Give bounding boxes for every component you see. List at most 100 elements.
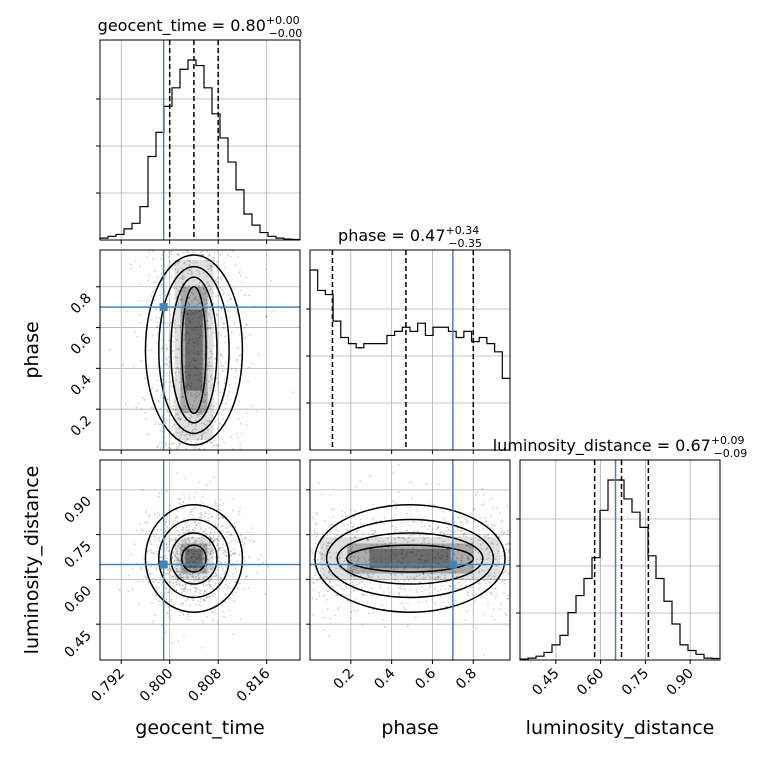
sample-point <box>391 546 394 548</box>
sample-point <box>156 307 158 310</box>
sample-point <box>381 540 384 543</box>
sample-point <box>218 516 220 519</box>
sample-point <box>189 419 192 422</box>
sample-point <box>212 595 215 598</box>
sample-point <box>237 541 240 543</box>
sample-point <box>318 552 321 555</box>
sample-point <box>172 560 175 563</box>
sample-point <box>220 525 223 527</box>
sample-point <box>178 442 181 445</box>
sample-point <box>260 553 263 556</box>
sample-point <box>179 559 182 562</box>
sample-point <box>194 447 197 450</box>
sample-point <box>456 542 459 545</box>
sample-point <box>478 588 480 590</box>
sample-point <box>219 577 222 580</box>
sample-point <box>201 284 204 287</box>
sample-point <box>211 446 214 448</box>
sample-point <box>168 609 171 611</box>
sample-point <box>264 593 266 596</box>
sample-point <box>185 531 188 534</box>
sample-point <box>208 527 211 529</box>
sample-point <box>221 307 224 310</box>
sample-point <box>180 388 183 391</box>
sample-point <box>236 359 239 362</box>
sample-point <box>214 575 217 578</box>
sample-point <box>338 560 341 563</box>
sample-point <box>208 534 210 536</box>
sample-point <box>176 447 179 450</box>
sample-point <box>177 301 180 304</box>
sample-point <box>238 510 240 513</box>
sample-point <box>224 565 227 568</box>
sample-point <box>190 382 193 384</box>
sample-point <box>164 554 167 557</box>
sample-point <box>216 382 219 385</box>
y-tick-label: 0.8 <box>68 290 95 317</box>
sample-point <box>344 567 346 570</box>
sample-point <box>392 552 395 555</box>
sample-point <box>187 250 189 253</box>
sample-point <box>338 554 340 557</box>
sample-point <box>456 529 459 532</box>
sample-point <box>191 328 194 331</box>
sample-point <box>370 544 373 546</box>
sample-point <box>174 264 176 266</box>
sample-point <box>193 359 196 361</box>
sample-point <box>143 575 146 577</box>
sample-point <box>179 498 182 501</box>
sample-point <box>232 498 235 500</box>
sample-point <box>204 515 206 517</box>
sample-point <box>183 493 185 496</box>
panel-frame <box>99 39 301 241</box>
sample-point <box>171 556 174 559</box>
sample-point <box>472 576 475 579</box>
sample-point <box>329 617 331 620</box>
sample-point <box>361 594 364 596</box>
sample-point <box>407 602 409 605</box>
sample-point <box>180 577 183 579</box>
sample-point <box>181 588 184 591</box>
sample-point <box>202 286 205 289</box>
sample-point <box>185 548 188 551</box>
truth-marker <box>448 560 457 569</box>
sample-point <box>503 531 505 534</box>
sample-point <box>148 540 151 542</box>
sample-point <box>136 335 139 338</box>
sample-point <box>198 592 201 595</box>
sample-point <box>216 427 219 430</box>
sample-point <box>169 260 172 263</box>
sample-point <box>500 602 502 605</box>
sample-point <box>372 572 374 575</box>
sample-point <box>341 587 343 590</box>
sample-point <box>321 546 324 549</box>
sample-point <box>157 581 160 584</box>
sample-point <box>175 568 178 571</box>
sample-point <box>188 618 191 621</box>
sample-point <box>231 250 234 253</box>
sample-point <box>366 538 369 541</box>
sample-point <box>224 341 227 343</box>
sample-point <box>413 539 415 542</box>
sample-point <box>176 583 179 585</box>
sample-point <box>181 584 184 587</box>
sample-point <box>179 553 182 555</box>
sample-point <box>186 520 189 523</box>
sample-point <box>176 271 179 274</box>
sample-point <box>247 531 249 533</box>
sample-point <box>245 324 247 327</box>
sample-point <box>224 554 226 556</box>
sample-point <box>413 577 416 580</box>
sample-point <box>217 381 220 384</box>
sample-point <box>350 550 353 553</box>
sample-point <box>414 566 416 569</box>
sample-point <box>179 326 182 328</box>
sample-point <box>192 528 194 531</box>
sample-point <box>134 331 137 333</box>
sample-point <box>437 590 440 593</box>
sample-point <box>185 331 188 334</box>
sample-point <box>155 281 157 284</box>
sample-point <box>251 362 254 365</box>
sample-point <box>173 286 176 289</box>
sample-point <box>409 551 411 553</box>
